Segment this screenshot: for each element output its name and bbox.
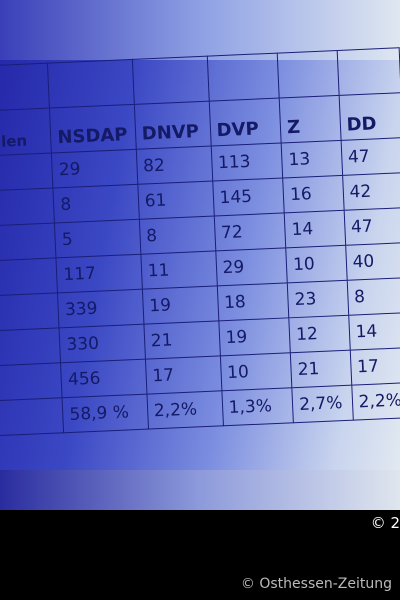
header-cell: DD	[338, 92, 400, 141]
table-cell: 5	[54, 219, 141, 258]
photo-credit: © Osthessen-Zeitung	[240, 576, 392, 592]
empty-cell	[336, 47, 400, 96]
table-cell: 10	[285, 245, 347, 283]
table-cell: 1,3%	[221, 387, 294, 426]
empty-cell	[277, 50, 339, 99]
table-cell: 12	[288, 315, 350, 353]
table-cell: 19	[142, 285, 219, 325]
table-cell: 117	[56, 254, 143, 293]
table-cell: 17	[349, 347, 400, 386]
table-cell: 8	[139, 216, 216, 255]
table-cell: 47	[343, 207, 400, 246]
header-cell: DNVP	[133, 101, 211, 150]
table-cell: 2,2%	[146, 390, 223, 430]
table-cell: 11	[140, 250, 217, 290]
row-label-cell	[0, 257, 58, 297]
table-cell: 2,7%	[291, 385, 353, 423]
table-cell: 47	[340, 137, 400, 176]
row-label-cell	[0, 187, 55, 227]
table-cell: 8	[346, 277, 400, 316]
row-label-cell	[0, 153, 54, 192]
screen-bottom	[0, 470, 400, 510]
table-cell: 113	[210, 142, 283, 182]
row-label-cell	[0, 222, 57, 262]
table-cell: 10	[219, 352, 292, 391]
table-cell: 13	[281, 140, 343, 178]
table-cell: 40	[345, 242, 400, 281]
row-label-cell	[0, 292, 60, 332]
table-cell: 23	[287, 280, 349, 318]
empty-cell	[47, 59, 134, 109]
table-cell: 21	[290, 350, 352, 388]
table-cell: 82	[135, 146, 213, 185]
photo: ahlen NSDAP DNVP DVP Z DD 29 82 113 13 47 8 61 145 16 4…	[0, 0, 400, 510]
table-cell: 21	[143, 320, 220, 360]
table-cell: 339	[57, 289, 144, 328]
table-cell: 17	[145, 355, 222, 395]
row-label-cell	[0, 397, 64, 437]
table-cell: 72	[213, 212, 286, 251]
table-cell: 330	[59, 324, 146, 363]
table-cell: 2,2%	[351, 382, 400, 421]
table-wrap: ahlen NSDAP DNVP DVP Z DD 29 82 113 13 47 8 61 145 16 4…	[0, 47, 400, 437]
table-cell: 18	[216, 282, 289, 321]
screen-top	[0, 0, 400, 60]
header-cell: NSDAP	[49, 104, 136, 154]
table-cell: 145	[212, 177, 285, 217]
header-cell: Z	[279, 95, 341, 143]
table-cell: 456	[60, 359, 147, 398]
table-cell: 29	[215, 247, 288, 286]
table-cell: 29	[51, 149, 138, 188]
row-label-cell	[0, 327, 61, 367]
watermark: © 2	[370, 514, 400, 532]
table-cell: 61	[137, 181, 214, 220]
table-cell: 58,9 %	[62, 394, 149, 433]
table-cell: 42	[342, 172, 400, 211]
table-cell: 14	[348, 312, 400, 351]
empty-cell	[206, 53, 280, 102]
table: ahlen NSDAP DNVP DVP Z DD 29 82 113 13 47 8 61 145 16 4…	[0, 47, 400, 437]
header-cell: DVP	[208, 98, 282, 147]
empty-cell	[132, 56, 209, 105]
empty-cell	[0, 63, 50, 112]
table-cell: 19	[218, 317, 291, 356]
table-cell: 16	[282, 175, 344, 213]
table-cell: 8	[53, 184, 140, 223]
header-cell: ahlen	[0, 108, 52, 157]
table-cell: 14	[284, 210, 346, 248]
row-label-cell	[0, 362, 63, 402]
